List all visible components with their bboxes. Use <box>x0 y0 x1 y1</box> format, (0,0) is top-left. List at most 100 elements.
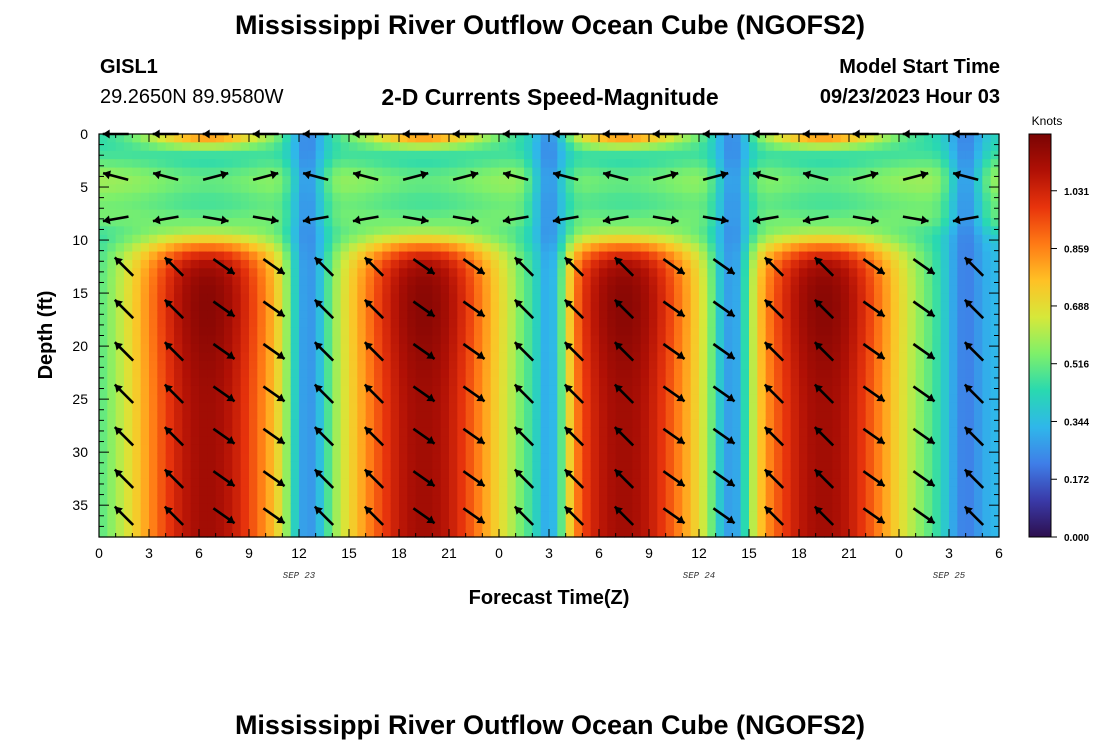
heatmap-cell <box>915 243 925 253</box>
heatmap-cell <box>374 377 383 387</box>
heatmap-cell <box>432 369 442 379</box>
heatmap-cell <box>474 402 483 412</box>
heatmap-cell <box>749 503 758 513</box>
heatmap-cell <box>232 335 242 345</box>
heatmap-cell <box>290 150 300 160</box>
heatmap-cell <box>124 495 133 505</box>
heatmap-cell <box>649 142 658 152</box>
heatmap-cell <box>757 159 767 169</box>
heatmap-cell <box>290 469 300 479</box>
heatmap-cell <box>324 301 333 311</box>
heatmap-cell <box>540 385 550 395</box>
heatmap-cell <box>699 453 708 463</box>
heatmap-cell <box>624 427 633 437</box>
heatmap-cell <box>107 444 117 454</box>
heatmap-cell <box>474 285 483 295</box>
heatmap-cell <box>132 192 142 202</box>
heatmap-cell <box>374 175 383 185</box>
heatmap-cell <box>465 310 475 320</box>
heatmap-cell <box>574 201 583 211</box>
heatmap-cell <box>407 251 417 261</box>
heatmap-cell <box>724 419 733 429</box>
heatmap-cell <box>507 150 517 160</box>
heatmap-cell <box>924 226 933 236</box>
heatmap-cell <box>799 251 808 261</box>
heatmap-cell <box>657 528 667 538</box>
heatmap-cell <box>849 402 858 412</box>
heatmap-cell <box>249 360 258 370</box>
heatmap-cell <box>615 167 625 177</box>
heatmap-cell <box>390 234 400 244</box>
heatmap-cell <box>282 217 292 227</box>
heatmap-cell <box>807 134 817 143</box>
heatmap-cell <box>707 486 717 496</box>
heatmap-cell <box>182 327 192 337</box>
heatmap-cell <box>732 184 742 194</box>
heatmap-cell <box>532 301 542 311</box>
heatmap-cell <box>440 335 450 345</box>
heatmap-cell <box>957 175 967 185</box>
heatmap-cell <box>524 495 533 505</box>
heatmap-cell <box>132 419 142 429</box>
heatmap-cell <box>840 469 850 479</box>
heatmap-cell <box>632 520 642 530</box>
heatmap-cell <box>715 436 725 446</box>
heatmap-cell <box>507 436 517 446</box>
heatmap-cell <box>440 369 450 379</box>
heatmap-cell <box>499 436 508 446</box>
heatmap-cell <box>582 159 592 169</box>
heatmap-cell <box>632 175 642 185</box>
heatmap-cell <box>724 142 733 152</box>
heatmap-cell <box>249 276 258 286</box>
heatmap-cell <box>640 520 650 530</box>
heatmap-cell <box>199 259 208 269</box>
heatmap-cell <box>299 234 308 244</box>
heatmap-cell <box>774 402 783 412</box>
heatmap-cell <box>165 453 175 463</box>
heatmap-cell <box>257 419 267 429</box>
heatmap-cell <box>157 520 167 530</box>
heatmap-cell <box>682 184 692 194</box>
heatmap-cell <box>932 150 942 160</box>
heatmap-cell <box>674 402 683 412</box>
heatmap-cell <box>157 528 167 538</box>
heatmap-cell <box>932 335 942 345</box>
heatmap-cell <box>865 142 875 152</box>
heatmap-cell <box>832 394 842 404</box>
heatmap-cell <box>907 318 917 328</box>
heatmap-cell <box>190 343 200 353</box>
heatmap-cell <box>174 209 183 219</box>
heatmap-cell <box>215 226 225 236</box>
heatmap-cell <box>940 343 950 353</box>
heatmap-cell <box>515 394 525 404</box>
heatmap-cell <box>499 301 508 311</box>
heatmap-cell <box>874 234 883 244</box>
heatmap-cell <box>240 310 250 320</box>
heatmap-cell <box>682 377 692 387</box>
heatmap-cell <box>474 495 483 505</box>
heatmap-cell <box>574 234 583 244</box>
heatmap-cell <box>149 511 158 521</box>
heatmap-cell <box>290 486 300 496</box>
heatmap-cell <box>265 461 275 471</box>
heatmap-cell <box>399 293 408 303</box>
heatmap-cell <box>882 453 892 463</box>
heatmap-cell <box>315 234 325 244</box>
heatmap-cell <box>299 352 308 362</box>
heatmap-cell <box>224 411 233 421</box>
heatmap-cell <box>315 419 325 429</box>
heatmap-cell <box>774 285 783 295</box>
heatmap-cell <box>940 478 950 488</box>
heatmap-cell <box>382 411 392 421</box>
heatmap-cell <box>640 226 650 236</box>
heatmap-cell <box>532 259 542 269</box>
heatmap-cell <box>907 217 917 227</box>
heatmap-cell <box>949 419 958 429</box>
heatmap-cell <box>357 234 367 244</box>
heatmap-cell <box>582 184 592 194</box>
heatmap-cell <box>715 285 725 295</box>
heatmap-cell <box>757 419 767 429</box>
heatmap-cell <box>807 159 817 169</box>
heatmap-cell <box>832 318 842 328</box>
heatmap-cell <box>699 343 708 353</box>
